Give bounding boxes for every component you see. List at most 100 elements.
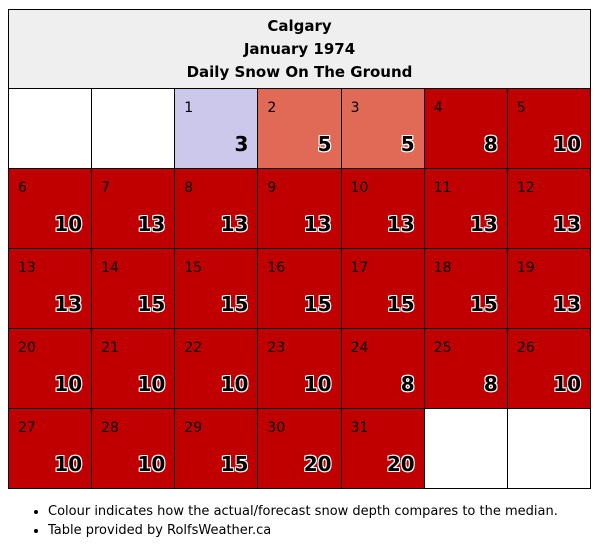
day-cell: 16 15 (258, 249, 342, 329)
day-cell: 31 20 (341, 409, 425, 489)
day-cell: 24 8 (341, 329, 425, 409)
day-number: 8 (184, 180, 194, 196)
day-number: 16 (267, 260, 286, 276)
snow-depth-value: 8 (483, 372, 498, 396)
snow-depth-value: 20 (303, 452, 332, 476)
snow-depth-value: 20 (386, 452, 415, 476)
snow-depth-value: 13 (386, 212, 415, 236)
day-number: 2 (267, 100, 277, 116)
snow-depth-value: 13 (303, 212, 332, 236)
day-cell: 5 10 (507, 89, 591, 169)
snow-depth-value: 13 (553, 292, 581, 316)
snow-depth-value: 15 (220, 292, 249, 316)
day-number: 17 (350, 260, 369, 276)
snow-depth-value: 5 (400, 132, 415, 156)
snow-depth-value: 5 (317, 132, 332, 156)
snow-depth-value: 15 (137, 292, 166, 316)
day-number: 18 (433, 260, 452, 276)
day-cell: 15 15 (175, 249, 259, 329)
day-cell: 21 10 (92, 329, 176, 409)
snow-depth-value: 15 (470, 292, 498, 316)
city-title: Calgary (267, 16, 332, 35)
day-number: 23 (267, 340, 286, 356)
snow-depth-value: 13 (470, 212, 498, 236)
empty-cell (92, 89, 176, 169)
day-cell: 25 8 (424, 329, 508, 409)
day-cell: 26 10 (507, 329, 591, 409)
day-cell: 19 13 (507, 249, 591, 329)
day-number: 24 (350, 340, 369, 356)
empty-cell (9, 89, 93, 169)
snow-depth-value: 10 (54, 452, 83, 476)
day-cell: 17 15 (341, 249, 425, 329)
day-cell: 6 10 (9, 169, 93, 249)
day-cell: 13 13 (9, 249, 93, 329)
day-number: 26 (516, 340, 535, 356)
day-number: 28 (101, 420, 119, 436)
snow-depth-value: 10 (54, 372, 83, 396)
snow-depth-value: 10 (137, 372, 166, 396)
day-number: 29 (184, 420, 203, 436)
colour-note: Colour indicates how the actual/forecast… (48, 502, 558, 521)
day-number: 4 (433, 100, 443, 116)
day-number: 14 (101, 260, 119, 276)
day-cell: 23 10 (258, 329, 342, 409)
calendar-header: Calgary January 1974 Daily Snow On The G… (8, 9, 591, 89)
day-cell: 18 15 (424, 249, 508, 329)
month-title: January 1974 (243, 39, 356, 58)
day-cell: 9 13 (258, 169, 342, 249)
day-number: 10 (350, 180, 369, 196)
day-number: 31 (350, 420, 369, 436)
day-number: 6 (18, 180, 27, 196)
snow-depth-value: 13 (220, 212, 249, 236)
day-cell: 28 10 (92, 409, 176, 489)
day-number: 5 (516, 100, 526, 116)
day-number: 21 (101, 340, 119, 356)
snow-depth-value: 10 (303, 372, 332, 396)
footnotes: Colour indicates how the actual/forecast… (22, 502, 558, 540)
snow-depth-value: 15 (386, 292, 415, 316)
day-number: 1 (184, 100, 194, 116)
day-cell: 29 15 (175, 409, 259, 489)
day-cell: 7 13 (92, 169, 176, 249)
day-number: 9 (267, 180, 277, 196)
snow-depth-value: 8 (400, 372, 415, 396)
day-number: 30 (267, 420, 286, 436)
snow-depth-value: 15 (303, 292, 332, 316)
day-cell: 11 13 (424, 169, 508, 249)
empty-cell (424, 409, 508, 489)
snow-depth-value: 3 (234, 132, 249, 156)
day-cell: 22 10 (175, 329, 259, 409)
snow-depth-value: 10 (54, 212, 83, 236)
snow-depth-value: 13 (553, 212, 581, 236)
day-number: 22 (184, 340, 203, 356)
day-number: 3 (350, 100, 360, 116)
metric-title: Daily Snow On The Ground (186, 62, 413, 81)
day-number: 7 (101, 180, 111, 196)
calendar-grid: 1 3 2 5 3 5 4 8 5 10 6 10 7 13 8 13 9 13 10 13 11 13 12 13 13 13 1… (8, 89, 591, 489)
snow-depth-value: 10 (220, 372, 249, 396)
day-cell: 14 15 (92, 249, 176, 329)
day-number: 27 (18, 420, 36, 436)
day-cell: 20 10 (9, 329, 93, 409)
snow-depth-value: 15 (220, 452, 249, 476)
credit-note: Table provided by RolfsWeather.ca (48, 521, 558, 540)
day-number: 20 (18, 340, 36, 356)
snow-depth-value: 13 (137, 212, 166, 236)
day-cell: 30 20 (258, 409, 342, 489)
day-cell: 27 10 (9, 409, 93, 489)
day-number: 11 (433, 180, 452, 196)
day-number: 13 (18, 260, 36, 276)
snow-depth-value: 10 (553, 372, 581, 396)
snow-depth-value: 10 (137, 452, 166, 476)
day-number: 12 (516, 180, 535, 196)
day-cell: 8 13 (175, 169, 259, 249)
day-number: 15 (184, 260, 203, 276)
day-cell: 10 13 (341, 169, 425, 249)
day-number: 19 (516, 260, 535, 276)
snow-depth-value: 13 (54, 292, 83, 316)
